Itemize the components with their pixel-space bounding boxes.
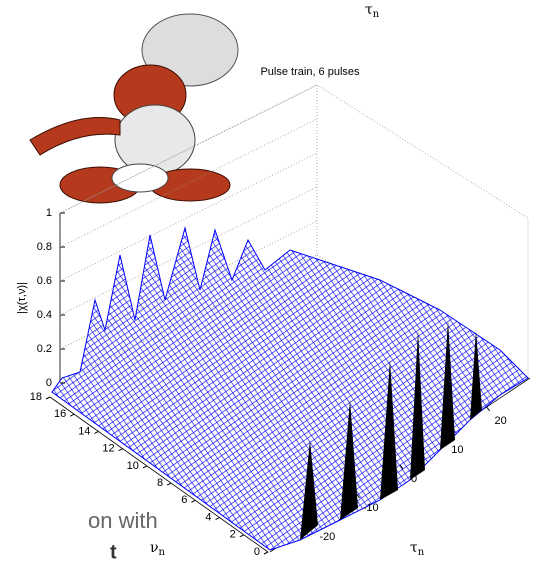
x-axis-label: τn	[410, 540, 425, 558]
y-tick-label: 4	[205, 511, 211, 523]
y-tick-label: 0	[254, 546, 260, 558]
y-tick	[94, 431, 98, 433]
top-subscript: n	[373, 9, 380, 20]
y-tick-label: 18	[30, 391, 42, 403]
screenshot: Pulse train, 6 pulses |χ(τ,ν)| νn τn τn …	[0, 0, 533, 561]
y-tick	[70, 414, 74, 416]
z-tick-label: 0.2	[37, 343, 52, 355]
y-tick-label: 2	[230, 529, 236, 541]
y-tick-label: 14	[78, 425, 90, 437]
x-tick-label: -10	[363, 502, 379, 514]
z-tick-label: 1	[46, 207, 52, 219]
y-tick	[191, 500, 195, 502]
top-label: τn	[365, 2, 380, 20]
y-tick	[216, 518, 220, 520]
y-tick	[240, 535, 244, 537]
y-tick	[167, 483, 171, 485]
slide-text: on with	[88, 508, 158, 533]
y-tick	[264, 552, 268, 554]
chart-title: Pulse train, 6 pulses	[260, 66, 360, 78]
x-tick	[487, 407, 490, 411]
slide-text: t	[110, 541, 117, 561]
x-tick-label: 20	[495, 415, 507, 427]
y-tick	[119, 449, 123, 451]
x-tick-label: 0	[411, 473, 417, 485]
y-tick-label: 6	[181, 494, 187, 506]
x-tick-label: -20	[319, 531, 335, 543]
z-tick-label: 0	[46, 377, 52, 389]
y-tick-label: 16	[54, 408, 66, 420]
z-axis-label: |χ(τ,ν)|	[16, 282, 28, 314]
y-axis-subscript: n	[159, 547, 166, 558]
y-axis-label: νn	[150, 540, 166, 558]
y-tick	[143, 466, 147, 468]
cartoon-image	[10, 4, 250, 216]
surface-mesh	[52, 228, 528, 550]
y-axis-symbol: ν	[150, 540, 159, 556]
z-tick-label: 0.8	[37, 241, 52, 253]
y-tick-label: 10	[127, 460, 139, 472]
z-tick-label: 0.6	[37, 275, 52, 287]
y-tick-label: 12	[102, 443, 114, 455]
x-axis-subscript: n	[418, 547, 425, 558]
z-tick-label: 0.4	[37, 309, 52, 321]
y-tick	[46, 397, 50, 399]
x-tick-label: 10	[451, 444, 463, 456]
y-tick-label: 8	[157, 477, 163, 489]
